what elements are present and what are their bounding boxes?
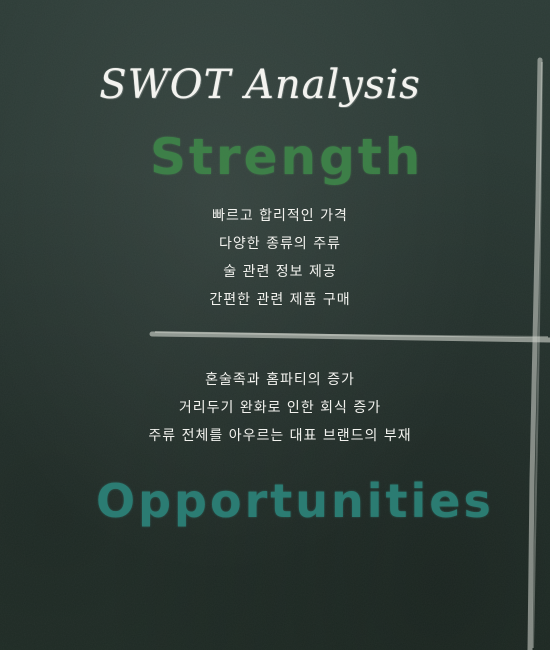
page-title: SWOT Analysis [99, 62, 421, 108]
opportunities-heading: Opportunities [96, 474, 494, 528]
list-item: 빠르고 합리적인 가격 [212, 208, 348, 224]
list-item: 혼술족과 홈파티의 증가 [205, 372, 355, 388]
opportunities-list: 혼술족과 홈파티의 증가 거리두기 완화로 인한 회식 증가 주류 전체를 아우… [0, 366, 550, 450]
list-item: 간편한 관련 제품 구매 [209, 292, 351, 308]
list-item: 주류 전체를 아우르는 대표 브랜드의 부재 [148, 428, 412, 444]
strength-list: 빠르고 합리적인 가격 다양한 종류의 주류 술 관련 정보 제공 간편한 관련… [0, 202, 550, 314]
list-item: 술 관련 정보 제공 [223, 264, 337, 280]
list-item: 다양한 종류의 주류 [219, 236, 341, 252]
strength-heading: Strength [150, 128, 424, 186]
list-item: 거리두기 완화로 인한 회식 증가 [178, 400, 382, 416]
